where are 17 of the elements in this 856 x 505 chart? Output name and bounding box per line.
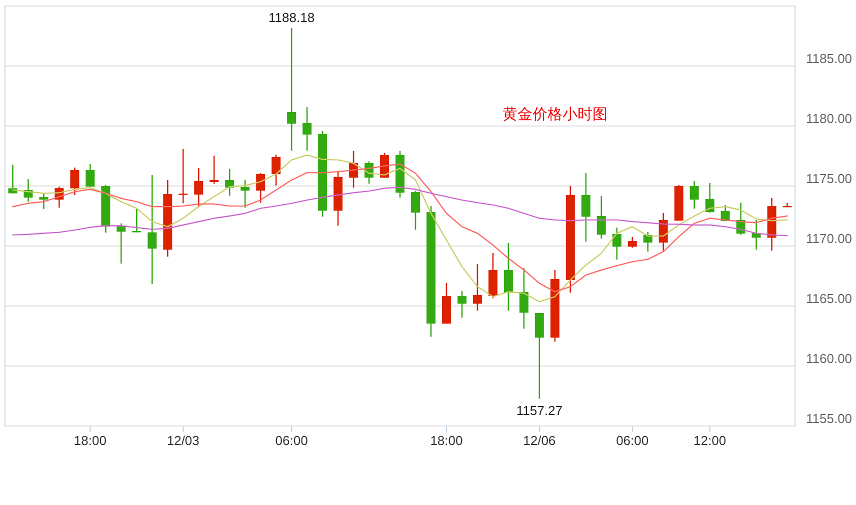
y-tick-label: 1170.00 xyxy=(806,231,852,246)
y-tick-label: 1185.00 xyxy=(806,51,852,66)
x-tick-label: 12:00 xyxy=(694,433,726,448)
y-tick-label: 1165.00 xyxy=(806,291,852,306)
y-tick-label: 1180.00 xyxy=(806,111,852,126)
x-tick-label: 12/06 xyxy=(523,433,556,448)
x-tick-label: 06:00 xyxy=(275,433,308,448)
x-tick-label: 06:00 xyxy=(616,433,649,448)
annotation: 1157.27 xyxy=(516,402,562,418)
x-tick-label: 18:00 xyxy=(74,433,106,448)
y-tick-label: 1175.00 xyxy=(806,171,852,186)
text: 黄金价格小时图 xyxy=(502,106,608,123)
y-tick-label: 1160.00 xyxy=(806,351,852,366)
y-tick-label: 1155.00 xyxy=(806,411,852,426)
annotation: 1188.18 xyxy=(268,10,315,25)
x-tick-label: 12/03 xyxy=(166,433,200,448)
x-tick-label: 18:00 xyxy=(430,433,463,448)
